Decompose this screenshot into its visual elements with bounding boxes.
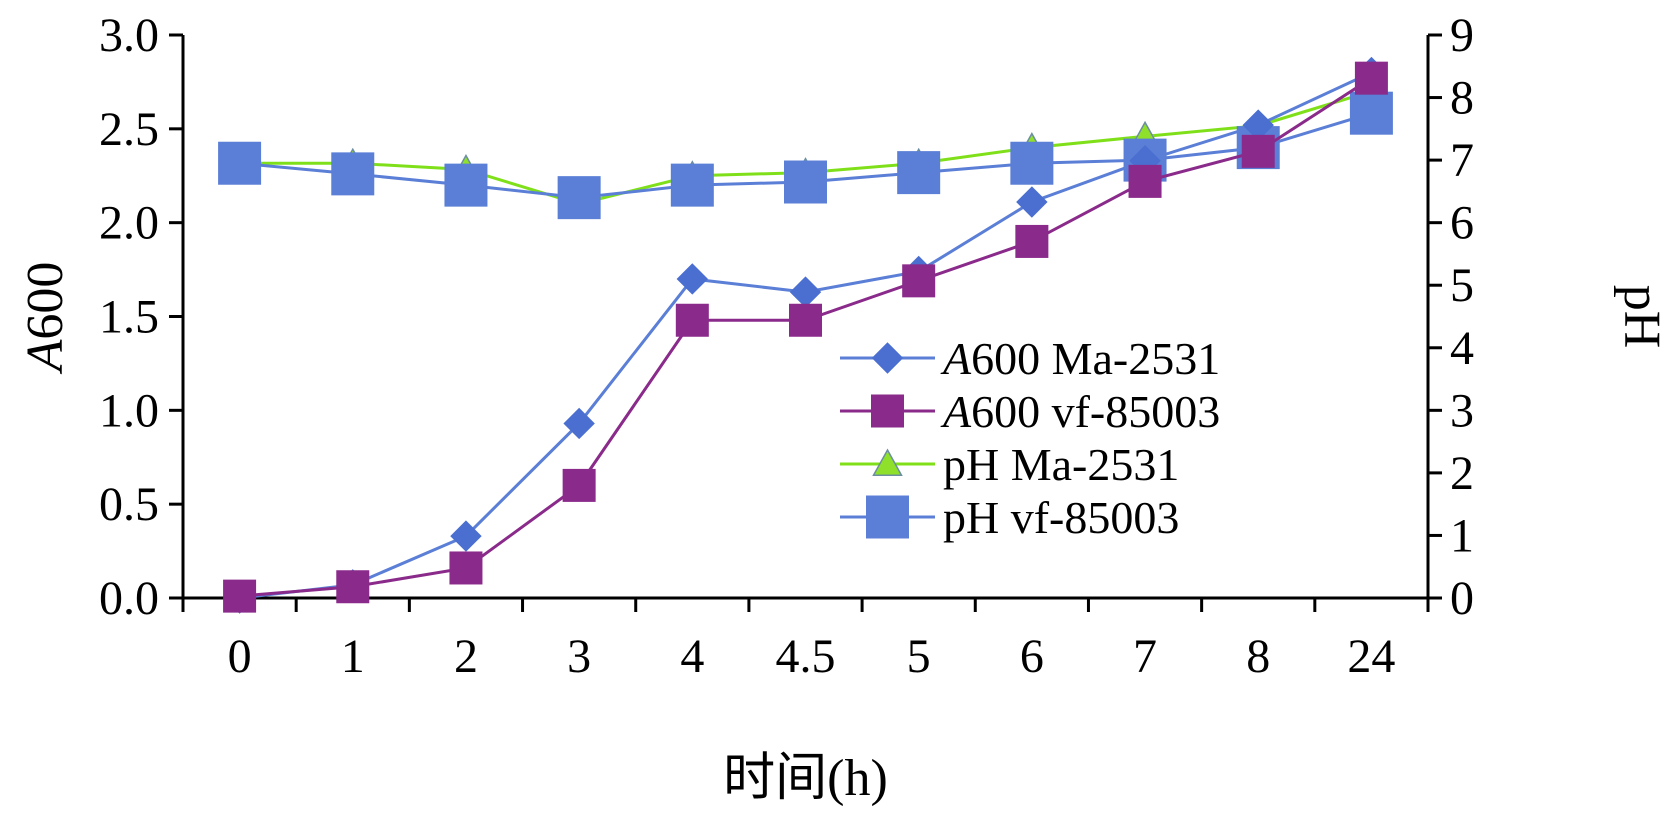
y-left-tick-label: 3.0 xyxy=(99,9,159,62)
data-point xyxy=(789,303,822,337)
data-point xyxy=(1010,141,1054,185)
legend-label-italic: A xyxy=(940,386,972,437)
y-right-tick-label: 3 xyxy=(1450,384,1474,437)
x-tick-label: 24 xyxy=(1347,630,1395,683)
data-point xyxy=(1354,61,1388,95)
legend-entry: A600 vf-85003 xyxy=(840,386,1220,437)
data-point xyxy=(1241,134,1275,168)
legend-label-italic: A xyxy=(940,333,972,384)
x-axis-title: 时间(h) xyxy=(723,750,888,807)
data-point xyxy=(450,520,482,552)
data-point xyxy=(218,141,262,185)
data-point xyxy=(1016,186,1048,218)
data-point xyxy=(1015,224,1049,258)
data-point xyxy=(902,264,936,298)
legend-marker xyxy=(871,342,904,374)
y-right-tick-label: 4 xyxy=(1450,322,1474,375)
x-tick-label: 3 xyxy=(567,630,591,683)
data-point xyxy=(1349,91,1393,135)
data-point xyxy=(670,163,714,207)
x-tick-label: 6 xyxy=(1020,630,1044,683)
x-tick-label: 4 xyxy=(680,630,704,683)
y-right-tick-label: 7 xyxy=(1450,134,1474,187)
y-axis-left-title-italic: A xyxy=(17,339,74,374)
y-right-tick-label: 6 xyxy=(1450,197,1474,250)
data-point xyxy=(897,151,941,195)
legend-label-rest: pH vf-85003 xyxy=(943,492,1179,543)
data-point xyxy=(676,263,709,295)
legend-marker xyxy=(872,448,903,476)
y-right-tick-label: 8 xyxy=(1450,72,1474,125)
series-1 xyxy=(223,61,1388,613)
y-left-tick-label: 1.5 xyxy=(99,291,159,344)
y-axis-left-title: A600 xyxy=(17,262,74,375)
y-axis-right-title: pH xyxy=(1613,285,1668,349)
x-tick-label: 2 xyxy=(454,630,478,683)
data-point xyxy=(1128,164,1162,198)
legend-label-rest: 600 vf-85003 xyxy=(971,386,1220,437)
data-point xyxy=(331,152,375,196)
x-tick-label: 8 xyxy=(1246,630,1270,683)
y-right-tick-label: 0 xyxy=(1450,572,1474,625)
x-tick-label: 0 xyxy=(228,630,252,683)
y-right-tick-label: 5 xyxy=(1450,259,1474,312)
y-left-tick-label: 2.5 xyxy=(99,103,159,156)
y-right-tick-label: 9 xyxy=(1450,9,1474,62)
x-tick-label: 7 xyxy=(1133,630,1157,683)
data-point xyxy=(675,303,709,337)
y-left-tick-label: 0.5 xyxy=(99,478,159,531)
y-right-tick-label: 1 xyxy=(1450,509,1474,562)
legend-label-rest: pH Ma-2531 xyxy=(943,439,1179,490)
x-tick-label: 1 xyxy=(341,630,365,683)
x-tick-label: 5 xyxy=(907,630,931,683)
data-point xyxy=(784,160,827,204)
ticks: 0 1 2 3 4 4.5 5 6 7 8 24 0.0 0.5 1.0 1.5 2.0 2.5 3.0 0 1 2 3 4… xyxy=(99,9,1474,683)
y-left-tick-label: 2.0 xyxy=(99,197,159,250)
legend-marker xyxy=(866,495,909,539)
y-axis-left-title-rest: 600 xyxy=(17,262,74,340)
legend-entry: pH vf-85003 xyxy=(840,492,1179,543)
legend-label: pH vf-85003 xyxy=(943,492,1179,543)
legend-entry: A600 Ma-2531 xyxy=(840,333,1220,384)
legend-label: pH Ma-2531 xyxy=(943,439,1179,490)
legend-label: A600 vf-85003 xyxy=(940,386,1220,437)
data-point xyxy=(563,407,595,440)
data-point xyxy=(223,579,257,613)
legend-label-rest: 600 Ma-2531 xyxy=(971,333,1220,384)
data-point xyxy=(789,276,822,308)
series-layer xyxy=(218,56,1393,614)
y-left-tick-label: 0.0 xyxy=(99,572,159,625)
data-point xyxy=(444,163,488,207)
y-left-tick-label: 1.0 xyxy=(99,384,159,437)
legend-label: A600 Ma-2531 xyxy=(940,333,1220,384)
x-tick-label: 4.5 xyxy=(776,630,836,683)
data-point xyxy=(562,468,596,502)
data-point xyxy=(557,176,601,220)
data-point xyxy=(336,570,370,604)
legend-marker xyxy=(871,394,904,428)
legend-entry: pH Ma-2531 xyxy=(840,439,1179,490)
data-point xyxy=(449,551,483,585)
series-3 xyxy=(218,91,1393,220)
y-right-tick-label: 2 xyxy=(1450,447,1474,500)
